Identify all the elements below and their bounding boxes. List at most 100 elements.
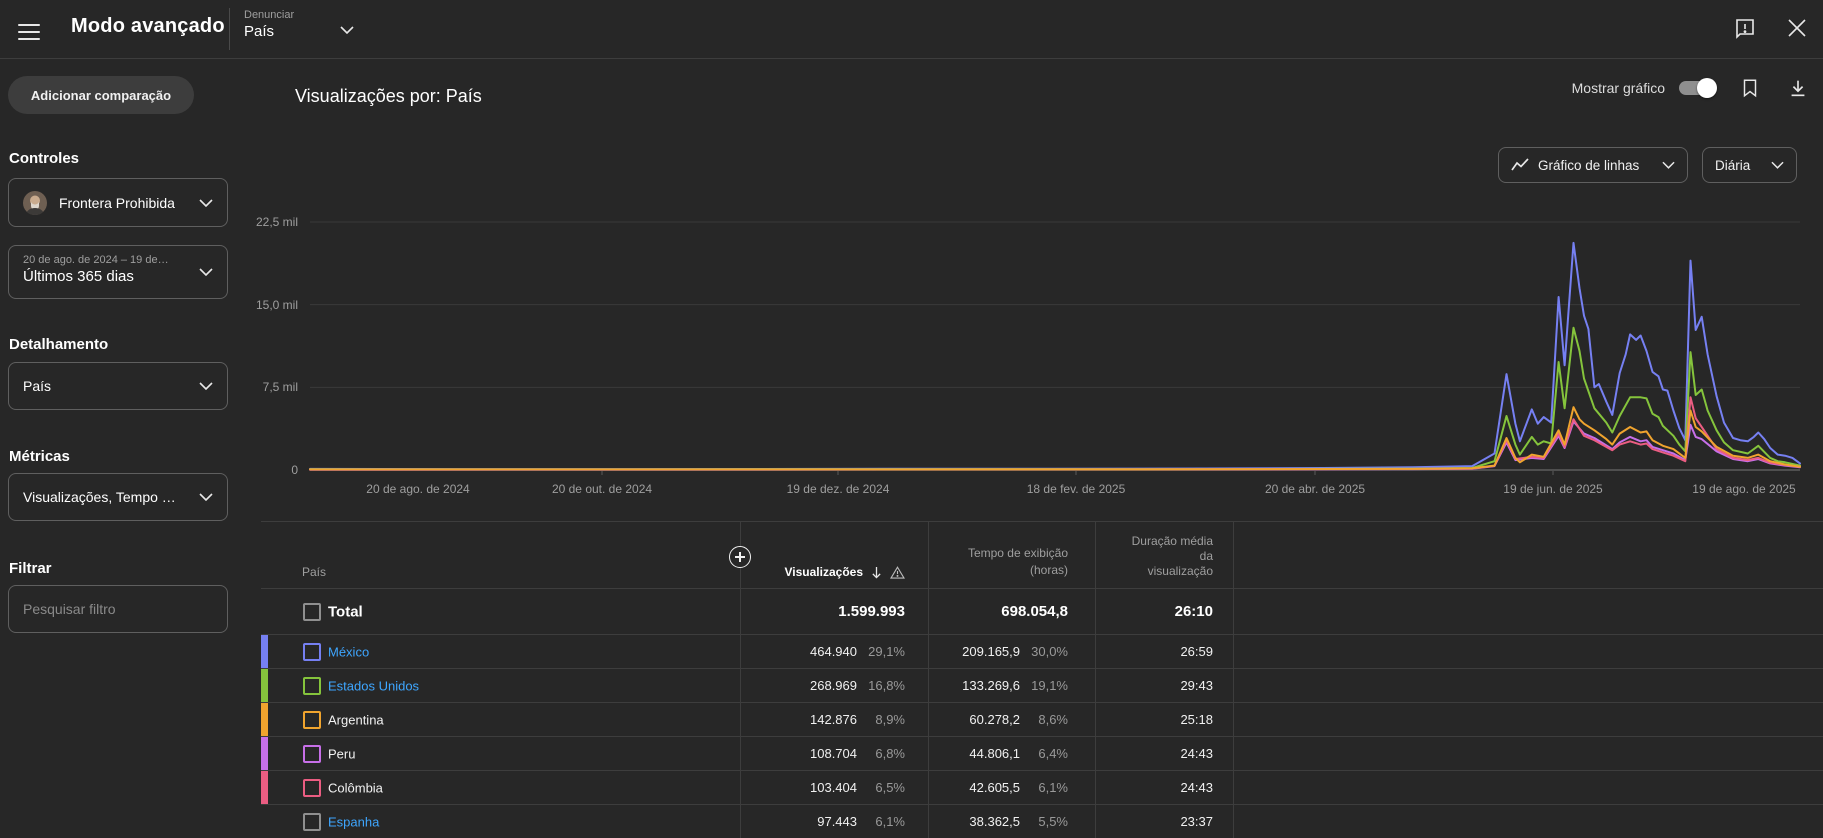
add-comparison-button[interactable]: Adicionar comparação xyxy=(8,76,194,114)
table-row[interactable]: México 464.940 29,1% 209.165,9 30,0% 26:… xyxy=(261,635,1823,669)
sort-descending-icon xyxy=(871,566,882,579)
y-axis-tick-label: 7,5 mil xyxy=(262,380,298,395)
controls-heading: Controles xyxy=(9,150,80,167)
granularity-label: Diária xyxy=(1715,157,1751,173)
avg-duration-value: 24:43 xyxy=(1180,780,1213,795)
chart-type-label: Gráfico de linhas xyxy=(1538,157,1640,173)
watch-time-value: 38.362,5 xyxy=(969,814,1020,829)
chart-type-dropdown[interactable]: Gráfico de linhas xyxy=(1498,147,1688,183)
report-type-dropdown[interactable]: Denunciar País xyxy=(244,8,354,52)
column-header-avg-duration[interactable]: Duração média da visualização xyxy=(1131,534,1213,578)
country-name[interactable]: Espanha xyxy=(328,814,380,829)
x-axis-tick-label: 20 de ago. de 2024 xyxy=(366,482,470,496)
download-icon[interactable] xyxy=(1787,77,1809,99)
views-value: 97.443 xyxy=(817,814,857,829)
watch-time-percent: 30,0% xyxy=(1031,644,1068,659)
total-checkbox[interactable] xyxy=(303,602,321,621)
views-value: 108.704 xyxy=(810,746,857,761)
granularity-dropdown[interactable]: Diária xyxy=(1702,147,1797,183)
channel-name: Frontera Prohibida xyxy=(59,194,175,211)
chart-canvas xyxy=(309,221,1801,475)
date-range-value: Últimos 365 dias xyxy=(23,268,134,285)
avg-duration-value: 29:43 xyxy=(1180,678,1213,693)
country-name[interactable]: Peru xyxy=(328,746,356,761)
close-icon[interactable] xyxy=(1785,16,1809,40)
country-name[interactable]: Estados Unidos xyxy=(328,678,420,693)
watch-time-value: 133.269,6 xyxy=(962,678,1020,693)
watch-time-percent: 5,5% xyxy=(1038,814,1068,829)
row-checkbox[interactable] xyxy=(303,676,321,695)
date-range-detail: 20 de ago. de 2024 – 19 de… xyxy=(23,254,169,266)
series-color-bar xyxy=(261,771,268,804)
report-type-label: Denunciar xyxy=(244,9,295,21)
views-value: 142.876 xyxy=(810,712,857,727)
total-watch-time: 698.054,8 xyxy=(1001,603,1068,620)
views-percent: 6,1% xyxy=(875,814,905,829)
series-color-bar xyxy=(261,635,268,668)
total-avg-duration: 26:10 xyxy=(1174,603,1213,620)
table-row[interactable]: Colômbia 103.404 6,5% 42.605,5 6,1% 24:4… xyxy=(261,771,1823,805)
views-percent: 29,1% xyxy=(868,644,905,659)
watch-time-value: 44.806,1 xyxy=(969,746,1020,761)
row-checkbox[interactable] xyxy=(303,710,321,729)
show-chart-toggle[interactable] xyxy=(1679,78,1717,98)
x-axis-tick-label: 19 de jun. de 2025 xyxy=(1503,482,1603,496)
channel-avatar xyxy=(23,190,47,215)
show-chart-label: Mostrar gráfico xyxy=(1571,80,1665,96)
y-axis-tick-label: 15,0 mil xyxy=(255,297,298,312)
chevron-down-icon xyxy=(199,493,213,501)
chevron-down-icon xyxy=(199,268,213,276)
row-checkbox[interactable] xyxy=(303,642,321,661)
country-name[interactable]: México xyxy=(328,644,370,659)
table-row[interactable]: Espanha 97.443 6,1% 38.362,5 5,5% 23:37 xyxy=(261,805,1823,838)
watch-time-percent: 6,4% xyxy=(1038,746,1068,761)
column-header-country[interactable]: País xyxy=(302,565,327,579)
avg-duration-value: 23:37 xyxy=(1180,814,1213,829)
table-row[interactable]: Argentina 142.876 8,9% 60.278,2 8,6% 25:… xyxy=(261,703,1823,737)
metrics-dropdown[interactable]: Visualizações, Tempo … xyxy=(8,473,228,521)
metrics-value: Visualizações, Tempo … xyxy=(23,489,176,505)
date-range-dropdown[interactable]: 20 de ago. de 2024 – 19 de… Últimos 365 … xyxy=(8,245,228,299)
filter-search-input[interactable] xyxy=(8,585,228,633)
column-header-views[interactable]: Visualizações xyxy=(740,565,928,579)
feedback-icon[interactable] xyxy=(1733,16,1757,40)
warning-icon[interactable] xyxy=(890,565,905,579)
row-checkbox[interactable] xyxy=(303,744,321,763)
watch-time-value: 209.165,9 xyxy=(962,644,1020,659)
y-axis-tick-label: 22,5 mil xyxy=(255,215,298,229)
table-row[interactable]: Estados Unidos 268.969 16,8% 133.269,6 1… xyxy=(261,669,1823,703)
menu-icon[interactable] xyxy=(18,19,40,40)
chevron-down-icon xyxy=(199,198,213,207)
row-checkbox[interactable] xyxy=(303,812,321,831)
total-label: Total xyxy=(328,603,363,620)
chevron-down-icon xyxy=(199,382,213,390)
series-color-bar xyxy=(261,737,268,770)
chevron-down-icon xyxy=(1771,161,1784,169)
country-name[interactable]: Colômbia xyxy=(328,780,383,795)
series-color-bar xyxy=(261,669,268,702)
total-views: 1.599.993 xyxy=(838,603,905,620)
country-name[interactable]: Argentina xyxy=(328,712,384,727)
views-value: 103.404 xyxy=(810,780,857,795)
bookmark-icon[interactable] xyxy=(1739,77,1761,99)
watch-time-percent: 8,6% xyxy=(1038,712,1068,727)
sidebar: Adicionar comparação Controles Frontera … xyxy=(0,58,240,838)
views-percent: 6,8% xyxy=(875,746,905,761)
chevron-down-icon xyxy=(1662,161,1675,169)
metrics-heading: Métricas xyxy=(9,448,70,465)
table-row[interactable]: Peru 108.704 6,8% 44.806,1 6,4% 24:43 xyxy=(261,737,1823,771)
channel-dropdown[interactable]: Frontera Prohibida xyxy=(8,178,228,227)
filter-heading: Filtrar xyxy=(9,560,52,577)
avg-duration-value: 25:18 xyxy=(1180,712,1213,727)
watch-time-value: 60.278,2 xyxy=(969,712,1020,727)
add-metric-column-button[interactable] xyxy=(729,546,751,568)
table-header-row: País Visualizações Tempo de exibição (hor… xyxy=(261,522,1823,589)
x-axis-tick-label: 18 de fev. de 2025 xyxy=(1026,482,1126,496)
report-title: Visualizações por: País xyxy=(295,86,482,106)
divider xyxy=(229,8,230,50)
x-axis-tick-label: 19 de ago. de 2025 xyxy=(1692,482,1796,496)
column-header-watch-time[interactable]: Tempo de exibição (horas) xyxy=(967,546,1068,577)
watch-time-value: 42.605,5 xyxy=(969,780,1020,795)
breakdown-dropdown[interactable]: País xyxy=(8,362,228,410)
row-checkbox[interactable] xyxy=(303,778,321,797)
